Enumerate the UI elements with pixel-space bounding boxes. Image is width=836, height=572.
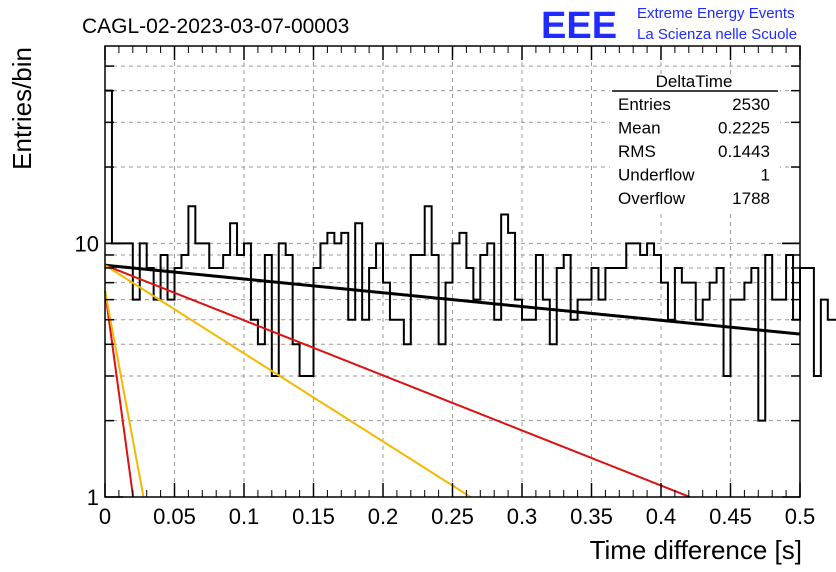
run-title: CAGL-02-2023-03-07-00003 (82, 15, 349, 38)
stats-value: 0.2225 (718, 119, 770, 138)
x-tick-label: 0.2 (368, 504, 399, 529)
stats-title: DeltaTime (656, 72, 733, 91)
x-tick-label: 0.15 (292, 504, 335, 529)
eee-logo-line2: La Scienza nelle Scuole (637, 26, 797, 43)
stats-value: 1 (761, 166, 770, 185)
stats-label: Mean (618, 119, 661, 138)
y-tick-label: 1 (87, 485, 99, 510)
x-tick-label: 0.5 (785, 504, 816, 529)
stats-value: 0.1443 (718, 142, 770, 161)
histogram-step-line (105, 89, 836, 422)
x-tick-label: 0.25 (431, 504, 474, 529)
fit-curve-4 (104, 290, 135, 498)
x-tick-label: 0.35 (570, 504, 613, 529)
x-tick-label: 0.45 (709, 504, 752, 529)
x-axis-title: Time difference [s] (590, 535, 802, 565)
axes: 0 0.05 0.1 0.15 0.2 0.25 0.3 0.35 0.4 0.45 0.5 1 10 (75, 45, 816, 529)
fit-curve-2 (104, 264, 691, 498)
x-tick-label: 0.1 (229, 504, 260, 529)
stats-value: 1788 (732, 189, 770, 208)
fit-curve-5 (104, 290, 145, 498)
x-tick-label: 0 (99, 504, 111, 529)
stats-box-background (610, 74, 780, 210)
y-tick-label: 10 (75, 231, 99, 256)
stats-label: Underflow (618, 166, 695, 185)
stats-box: DeltaTime Entries 2530 Mean 0.2225 RMS 0.1443… (610, 72, 780, 210)
fit-curves (104, 263, 801, 498)
stats-label: Overflow (618, 189, 686, 208)
stats-label: Entries (618, 95, 671, 114)
stats-value: 2530 (732, 95, 770, 114)
histogram-series (105, 89, 836, 422)
x-tick-label: 0.4 (646, 504, 677, 529)
eee-logo: EEE (541, 5, 617, 47)
x-tick-label: 0.3 (507, 504, 538, 529)
x-tick-label: 0.05 (153, 504, 196, 529)
y-axis-title: Entries/bin (7, 47, 37, 170)
stats-label: RMS (618, 142, 656, 161)
fit-curve-3 (104, 264, 472, 498)
fit-curve-1 (104, 263, 801, 336)
eee-logo-line1: Extreme Energy Events (637, 5, 795, 22)
